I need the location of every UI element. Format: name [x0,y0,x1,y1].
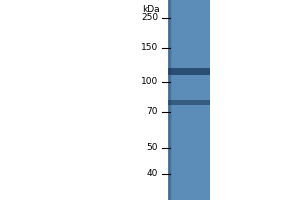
Text: 100: 100 [141,77,158,86]
Text: kDa: kDa [142,5,160,14]
Bar [169,0,171,200]
Text: 50: 50 [146,144,158,152]
Bar [169,0,170,200]
Bar [170,0,172,200]
Text: 250: 250 [141,14,158,22]
Text: 70: 70 [146,108,158,116]
Text: 40: 40 [147,170,158,178]
Text: 150: 150 [141,44,158,52]
Bar [168,68,210,75]
Bar [169,0,170,200]
Bar [168,0,170,200]
Bar [170,0,172,200]
Bar [168,100,210,105]
Bar [168,0,210,200]
